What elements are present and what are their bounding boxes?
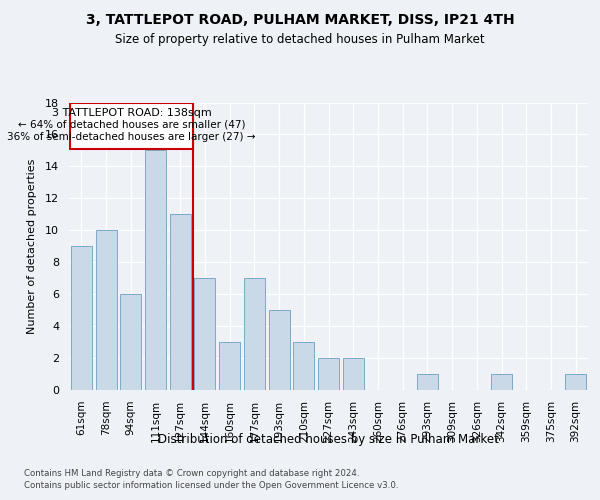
Text: Distribution of detached houses by size in Pulham Market: Distribution of detached houses by size …: [158, 432, 499, 446]
Text: 36% of semi-detached houses are larger (27) →: 36% of semi-detached houses are larger (…: [7, 132, 256, 142]
Bar: [269, 310, 290, 390]
Bar: [244, 278, 265, 390]
Bar: [120, 294, 141, 390]
Text: ← 64% of detached houses are smaller (47): ← 64% of detached houses are smaller (47…: [18, 120, 245, 130]
Text: Contains HM Land Registry data © Crown copyright and database right 2024.: Contains HM Land Registry data © Crown c…: [24, 469, 359, 478]
Bar: [71, 246, 92, 390]
Bar: [95, 230, 116, 390]
Bar: [417, 374, 438, 390]
Bar: [318, 358, 339, 390]
Bar: [194, 278, 215, 390]
Bar: [170, 214, 191, 390]
Text: 3 TATTLEPOT ROAD: 138sqm: 3 TATTLEPOT ROAD: 138sqm: [52, 108, 212, 118]
Text: Contains public sector information licensed under the Open Government Licence v3: Contains public sector information licen…: [24, 481, 398, 490]
Text: Size of property relative to detached houses in Pulham Market: Size of property relative to detached ho…: [115, 32, 485, 46]
Bar: [293, 342, 314, 390]
Bar: [219, 342, 240, 390]
Bar: [343, 358, 364, 390]
Bar: [491, 374, 512, 390]
Bar: [145, 150, 166, 390]
Y-axis label: Number of detached properties: Number of detached properties: [27, 158, 37, 334]
Text: 3, TATTLEPOT ROAD, PULHAM MARKET, DISS, IP21 4TH: 3, TATTLEPOT ROAD, PULHAM MARKET, DISS, …: [86, 12, 514, 26]
Bar: [70, 104, 193, 149]
Bar: [565, 374, 586, 390]
